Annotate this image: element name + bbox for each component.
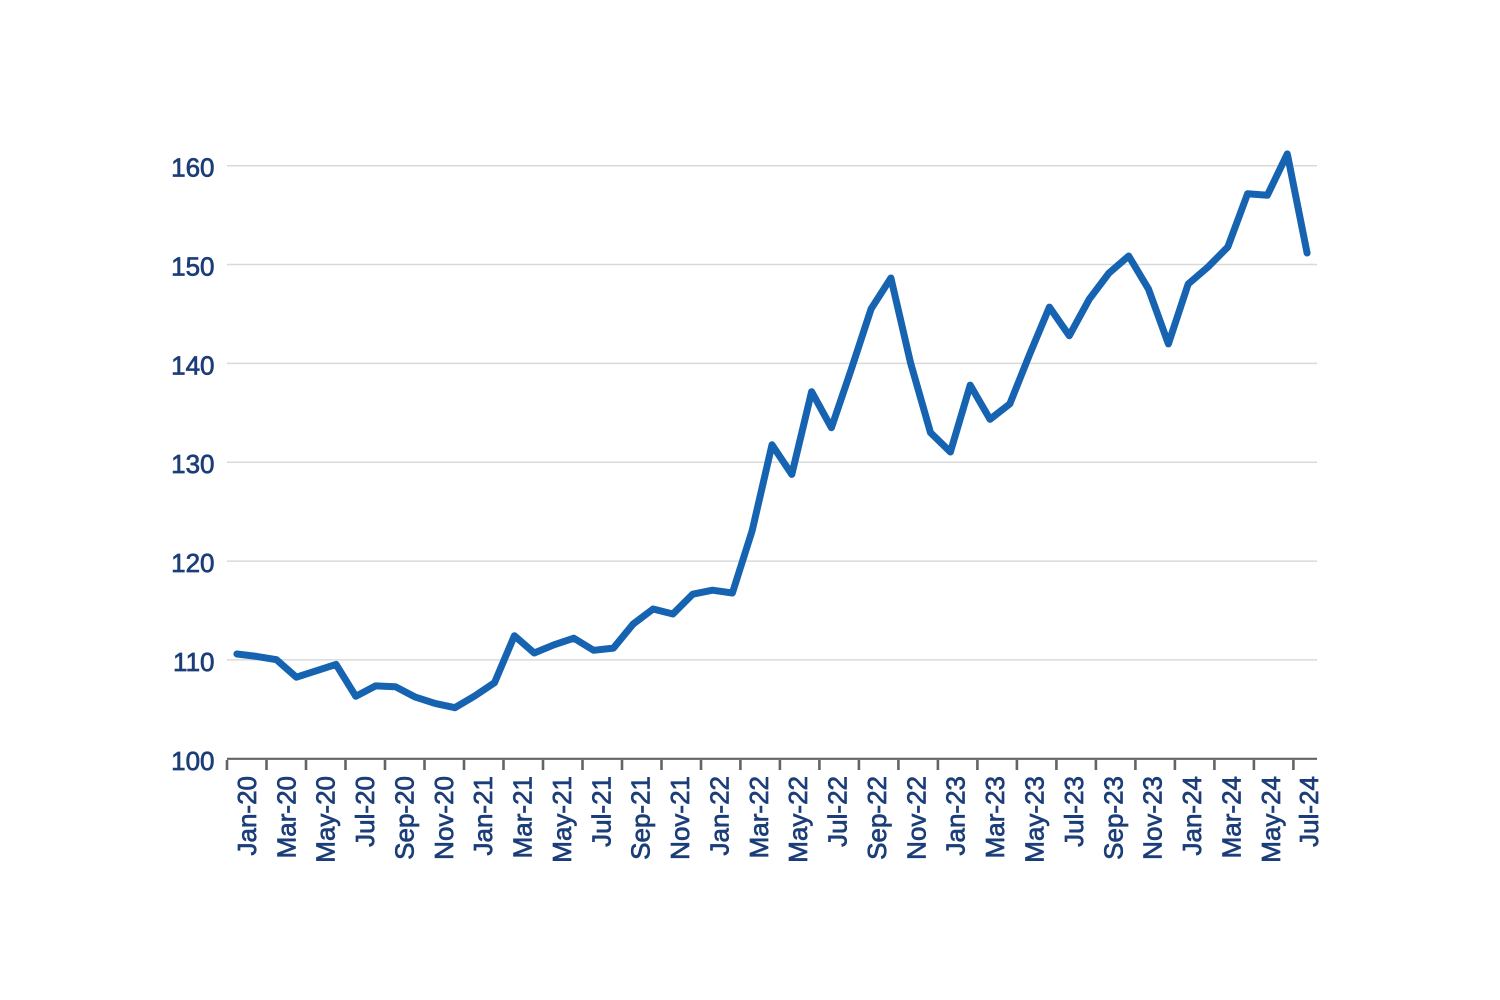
- svg-text:May-21: May-21: [547, 776, 577, 863]
- svg-text:Jan-23: Jan-23: [941, 776, 971, 856]
- svg-text:Nov-21: Nov-21: [665, 776, 695, 860]
- svg-text:100: 100: [171, 746, 214, 776]
- svg-text:Jan-22: Jan-22: [705, 776, 735, 856]
- svg-text:May-22: May-22: [783, 776, 813, 863]
- svg-text:Jan-21: Jan-21: [468, 776, 498, 856]
- svg-text:140: 140: [171, 350, 214, 380]
- svg-text:Mar-20: Mar-20: [271, 776, 301, 858]
- svg-text:Jul-21: Jul-21: [586, 776, 616, 847]
- svg-text:May-20: May-20: [311, 776, 341, 863]
- svg-text:Nov-20: Nov-20: [429, 776, 459, 860]
- svg-text:May-23: May-23: [1020, 776, 1050, 863]
- svg-text:Mar-24: Mar-24: [1216, 776, 1246, 858]
- svg-text:110: 110: [173, 647, 214, 677]
- svg-text:Sep-22: Sep-22: [862, 776, 892, 860]
- svg-text:Jul-20: Jul-20: [350, 776, 380, 847]
- svg-text:150: 150: [171, 252, 214, 282]
- svg-text:160: 160: [171, 153, 214, 183]
- svg-text:Jul-22: Jul-22: [823, 776, 853, 847]
- svg-text:Mar-21: Mar-21: [508, 776, 538, 858]
- svg-text:Sep-23: Sep-23: [1098, 776, 1128, 860]
- svg-text:Sep-20: Sep-20: [389, 776, 419, 860]
- svg-text:Mar-23: Mar-23: [980, 776, 1010, 858]
- svg-text:Jan-20: Jan-20: [232, 776, 262, 856]
- svg-text:Sep-21: Sep-21: [626, 776, 656, 860]
- svg-text:Jul-24: Jul-24: [1294, 776, 1324, 847]
- svg-text:Nov-23: Nov-23: [1138, 776, 1168, 860]
- svg-text:Jul-23: Jul-23: [1059, 776, 1089, 847]
- svg-text:120: 120: [171, 548, 214, 578]
- svg-text:Mar-22: Mar-22: [744, 776, 774, 858]
- svg-text:130: 130: [171, 449, 214, 479]
- svg-text:Nov-22: Nov-22: [901, 776, 931, 860]
- svg-text:Jan-24: Jan-24: [1177, 776, 1207, 856]
- svg-text:May-24: May-24: [1256, 776, 1286, 863]
